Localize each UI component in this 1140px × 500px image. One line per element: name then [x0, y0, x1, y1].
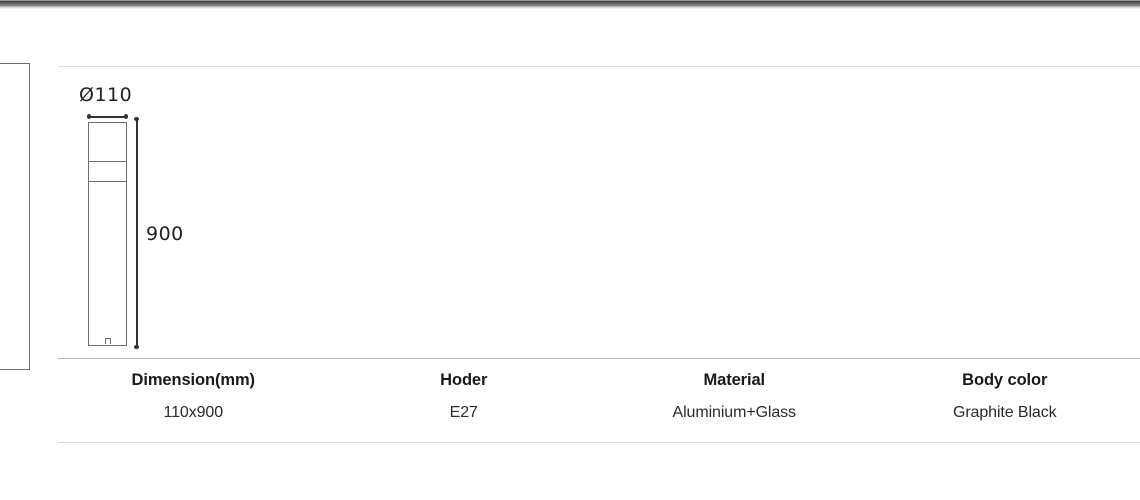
- spec-table-value-row: 110x900 E27 Aluminium+Glass Graphite Bla…: [58, 394, 1140, 442]
- diameter-dimension-label: Ø110: [79, 84, 133, 106]
- height-dimension-line-icon: [134, 117, 139, 349]
- bollard-body-outline: [88, 122, 127, 346]
- spec-header-body-color: Body color: [962, 371, 1048, 389]
- spec-table-header-row: Dimension(mm) Hoder Material Body color: [58, 359, 1140, 394]
- spec-value-dimension: 110x900: [163, 404, 223, 421]
- spec-header-material: Material: [703, 371, 766, 389]
- spec-value-body-color: Graphite Black: [952, 404, 1057, 421]
- spec-value-holder: E27: [449, 404, 478, 421]
- bollard-head-divider-upper: [89, 161, 126, 162]
- bollard-base-notch: [104, 338, 111, 344]
- diameter-dimension-line-icon: [87, 114, 128, 119]
- height-dimension-label: 900: [146, 223, 184, 245]
- content-area: Ø110 900 Dimension(mm) Hoder Material Bo…: [58, 0, 1140, 500]
- content-top-divider: [58, 66, 1140, 67]
- left-cropped-panel: [0, 63, 30, 370]
- specification-table: Dimension(mm) Hoder Material Body color …: [58, 358, 1140, 443]
- spec-header-holder: Hoder: [440, 371, 488, 389]
- bollard-head-divider-lower: [89, 181, 126, 182]
- bollard-lamp-technical-drawing: Ø110 900: [58, 78, 318, 353]
- window-chrome-bar: [0, 0, 1140, 9]
- spec-value-material: Aluminium+Glass: [672, 404, 797, 421]
- spec-header-dimension: Dimension(mm): [131, 371, 255, 389]
